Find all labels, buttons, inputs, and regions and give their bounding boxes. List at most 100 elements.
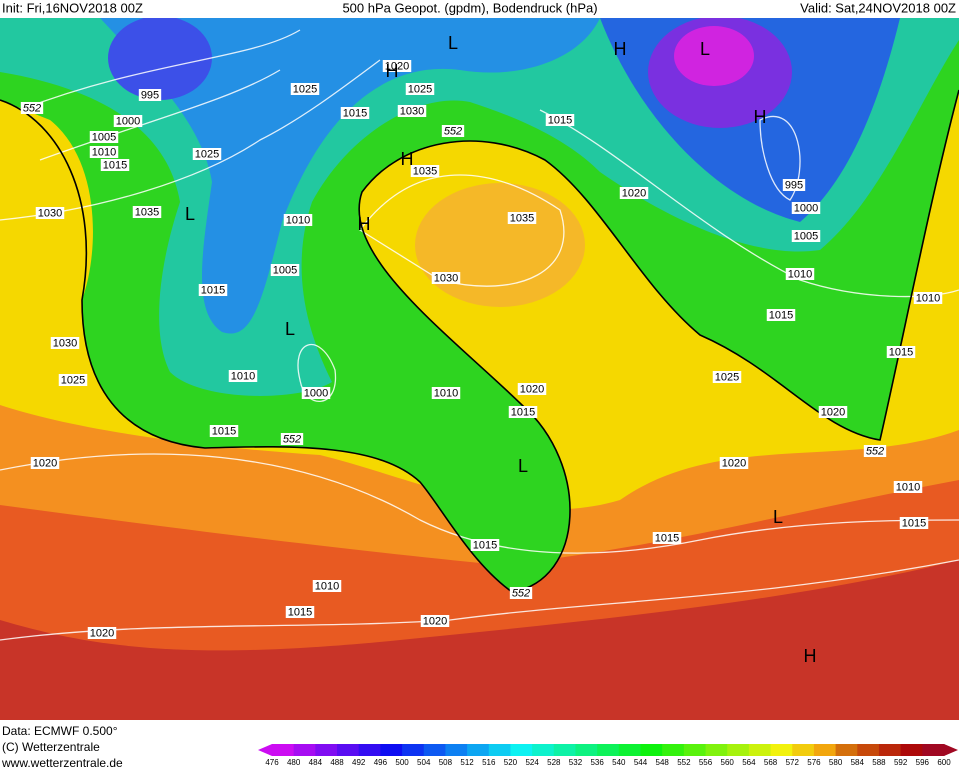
scale-bin — [488, 744, 511, 756]
scale-label: 532 — [569, 758, 583, 767]
isobar-label-box — [283, 214, 313, 226]
scale-label: 496 — [374, 758, 388, 767]
isobar-label: 1005 — [794, 230, 818, 242]
isobar-label-box — [192, 148, 222, 160]
isobar-label-box — [30, 457, 60, 469]
isobar-label-box — [818, 406, 848, 418]
isobar-label-box — [382, 60, 412, 72]
pressure-center: L — [773, 507, 783, 527]
isobar-label-box — [886, 346, 916, 358]
isobar-label-box — [431, 272, 461, 284]
scale-end-low — [258, 744, 272, 756]
isobar-label: 1025 — [61, 374, 85, 386]
isobar-label: 1030 — [53, 337, 77, 349]
isobar-label: 1030 — [38, 207, 62, 219]
isobar-label: 1020 — [722, 457, 746, 469]
isobar — [359, 174, 565, 287]
isobar-label: 1015 — [655, 532, 679, 544]
map-area — [0, 16, 959, 720]
isobar-label: 1020 — [33, 457, 57, 469]
scale-label: 512 — [460, 758, 474, 767]
isobar-label: 1010 — [315, 580, 339, 592]
init-time: Init: Fri,16NOV2018 00Z — [2, 0, 143, 15]
isobar-label-box — [508, 406, 538, 418]
isobar-label: 1020 — [821, 406, 845, 418]
pressure-center: H — [358, 214, 371, 234]
isobar-label: 1010 — [434, 387, 458, 399]
scale-bin — [597, 744, 620, 756]
isobar-label: 1015 — [473, 539, 497, 551]
valid-time: Valid: Sat,24NOV2018 00Z — [800, 0, 956, 15]
isobar — [39, 69, 281, 161]
isobar-label-box — [410, 165, 440, 177]
isobar-label: 1005 — [273, 264, 297, 276]
isobar-label: 1025 — [293, 83, 317, 95]
scale-label: 572 — [786, 758, 800, 767]
scale-bin — [878, 744, 902, 756]
copyright: (C) Wetterzentrale — [2, 740, 100, 754]
pressure-center: H — [804, 646, 817, 666]
scale-label: 588 — [872, 758, 886, 767]
scale-bin — [857, 744, 880, 756]
scale-bin — [337, 744, 360, 756]
field-ridge-core — [415, 183, 585, 307]
scale-bin — [640, 744, 663, 756]
height-label: 552 — [283, 433, 301, 445]
scale-label: 492 — [352, 758, 366, 767]
scale-bin — [293, 744, 316, 756]
isobar-label-box — [405, 83, 435, 95]
scale-bin — [900, 744, 923, 756]
isobar-label: 1015 — [548, 114, 572, 126]
website: www.wetterzentrale.de — [1, 756, 123, 770]
isobar-label-box — [312, 580, 342, 592]
isobar-label-box — [89, 146, 119, 158]
isobar-label-box — [652, 532, 682, 544]
isobar — [759, 116, 801, 201]
field-deep-blue — [108, 16, 212, 100]
isobar-label-box — [893, 481, 923, 493]
isobar-label: 1035 — [413, 165, 437, 177]
data-source: Data: ECMWF 0.500° — [2, 724, 118, 738]
scale-bin — [705, 744, 728, 756]
isobar-label: 1025 — [408, 83, 432, 95]
scale-label: 476 — [265, 758, 279, 767]
scale-label: 536 — [590, 758, 604, 767]
scale-label: 500 — [395, 758, 409, 767]
isobar-label: 1010 — [916, 292, 940, 304]
height-label-box — [20, 102, 44, 114]
isobar-label-box — [791, 230, 821, 242]
scale-label: 480 — [287, 758, 301, 767]
scale-label: 540 — [612, 758, 626, 767]
isobar-label-box — [87, 627, 117, 639]
scale-label: 524 — [525, 758, 539, 767]
isobar-label: 1020 — [520, 383, 544, 395]
isobar-label-box — [420, 615, 450, 627]
scale-bin — [727, 744, 750, 756]
isobar — [539, 109, 959, 298]
pressure-center: L — [518, 456, 528, 476]
field-magenta — [674, 26, 754, 86]
scale-bin — [315, 744, 338, 756]
isobar-label-box — [913, 292, 943, 304]
isobar-label: 1035 — [510, 212, 534, 224]
isobar-label: 1025 — [715, 371, 739, 383]
scale-bin — [553, 744, 576, 756]
height-label-box — [863, 445, 887, 457]
isobar-label-box — [719, 457, 749, 469]
isobar-label-box — [785, 268, 815, 280]
isobar-label-box — [899, 517, 929, 529]
scale-label: 564 — [742, 758, 756, 767]
scale-label: 488 — [330, 758, 344, 767]
height-label: 552 — [444, 125, 462, 137]
isobar-label: 1010 — [92, 146, 116, 158]
isobar-label-box — [132, 206, 162, 218]
field-blue-west — [100, 18, 600, 334]
isobar-label-box — [138, 89, 162, 101]
scale-label: 576 — [807, 758, 821, 767]
isobar-label-box — [50, 337, 80, 349]
pressure-center: L — [700, 39, 710, 59]
scale-label: 520 — [504, 758, 518, 767]
isobar-label: 1020 — [622, 187, 646, 199]
isobar-label: 1035 — [135, 206, 159, 218]
